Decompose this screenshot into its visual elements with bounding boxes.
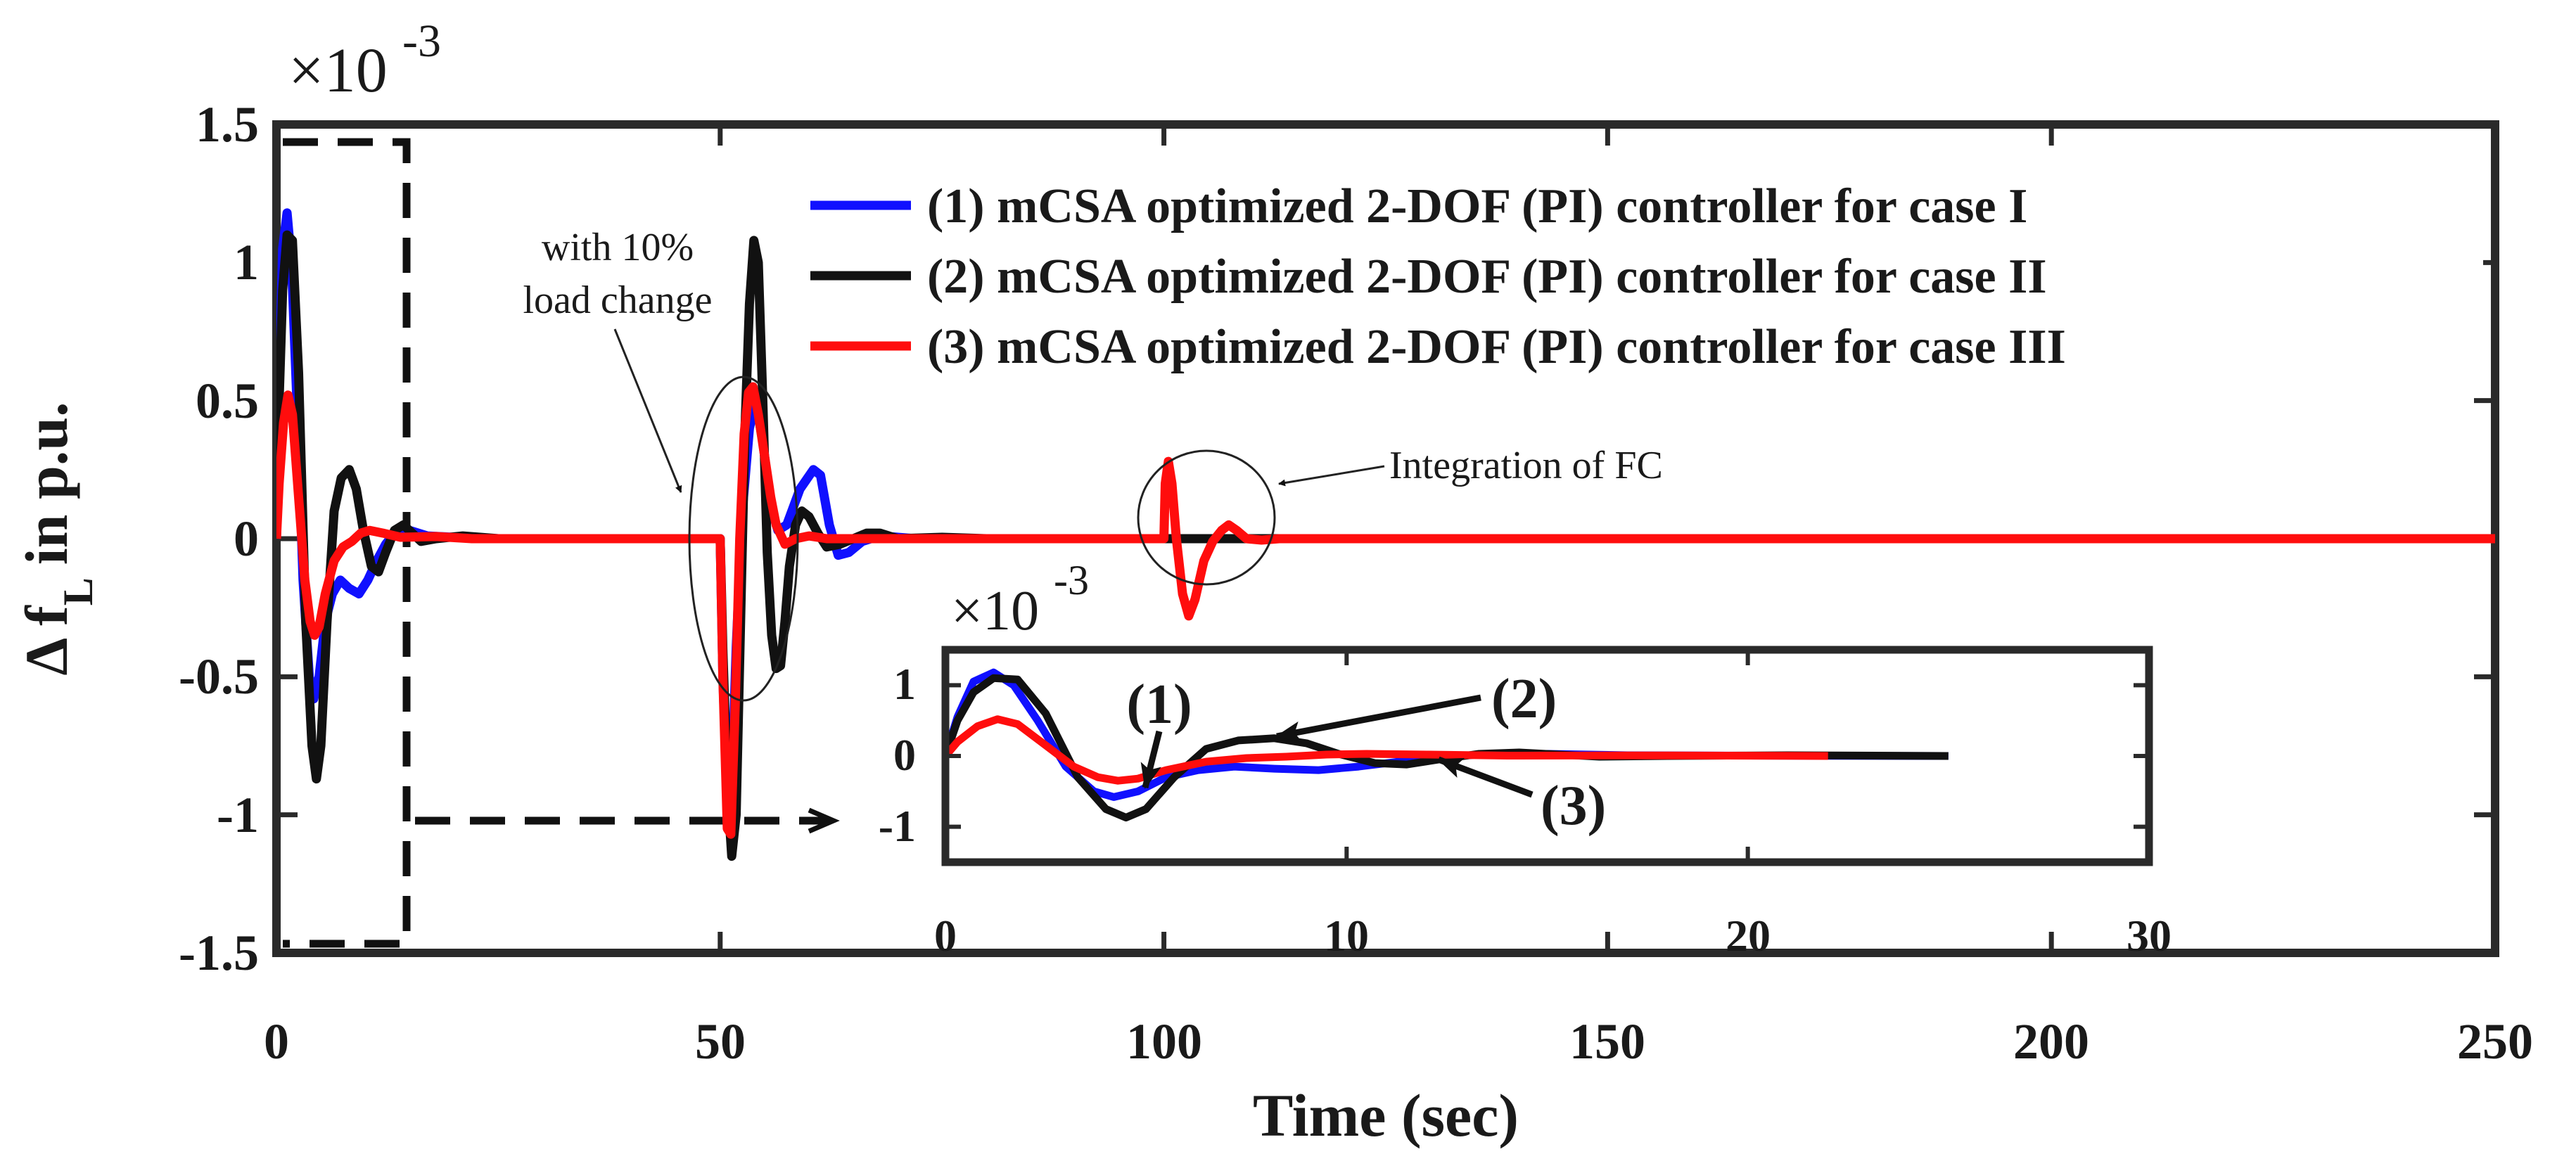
inset-x-tick-label: 20 — [1726, 911, 1771, 961]
legend: (1) mCSA optimized 2-DOF (PI) controller… — [788, 163, 2483, 374]
main-y-tick-labels: 1.5 1 0.5 0 -0.5 -1 -1.5 — [179, 96, 259, 981]
y-label-main: Δ f — [13, 605, 80, 676]
inset-callout-1: (1) — [1126, 674, 1192, 736]
x-tick-label: 200 — [2013, 1013, 2089, 1070]
y-label-suffix: in p.u. — [13, 402, 80, 565]
svg-text:Δ fLin p.u.: Δ fLin p.u. — [13, 402, 101, 675]
y-multiplier-exp: -3 — [402, 15, 441, 67]
inset-callout-3: (3) — [1541, 775, 1606, 837]
main-plot-area — [276, 208, 2495, 861]
y-tick-label: 1 — [234, 234, 259, 290]
load-change-text-1: with 10% — [542, 226, 694, 269]
y-tick-label: -1 — [217, 787, 259, 843]
x-tick-label: 50 — [695, 1013, 746, 1070]
legend-label-case-2: (2) mCSA optimized 2-DOF (PI) controller… — [927, 250, 2047, 304]
callout-arrow-3 — [1437, 756, 1534, 798]
fc-arrow — [1278, 465, 1385, 487]
inset-axis-ticks — [943, 650, 2151, 862]
y-label-sub: L — [55, 577, 101, 605]
inset-y-tick-label: 0 — [893, 730, 916, 780]
legend-label-case-1: (1) mCSA optimized 2-DOF (PI) controller… — [927, 179, 2027, 233]
inset-multiplier-base: ×10 — [951, 580, 1039, 642]
fc-ellipse — [1137, 449, 1276, 586]
zoom-arrow-head — [808, 807, 840, 834]
y-multiplier-base: ×10 — [288, 36, 388, 105]
inset-x-tick-label: 30 — [2127, 911, 2172, 961]
load-change-ellipse — [688, 376, 799, 702]
y-axis-label: Δ fLin p.u. — [13, 402, 101, 675]
fc-annotation-text: Integration of FC — [1389, 444, 1663, 487]
y-tick-label: -1.5 — [179, 925, 259, 981]
x-tick-label: 0 — [264, 1013, 289, 1070]
callout-arrow-2 — [1275, 694, 1481, 743]
inset-multiplier-exp: -3 — [1054, 557, 1089, 603]
zoom-box — [283, 138, 411, 948]
legend-background — [788, 163, 2483, 374]
x-tick-label: 100 — [1126, 1013, 1202, 1070]
y-tick-label: -0.5 — [179, 648, 259, 705]
inset-chart: 0 10 20 30 1 0 -1 ×10 -3 (1) (2) (3) — [879, 557, 2172, 961]
main-x-tick-labels: 0 50 100 150 200 250 — [264, 1013, 2533, 1070]
y-tick-label: 0.5 — [196, 373, 259, 429]
series-line-case-3 — [276, 382, 2495, 839]
inset-y-tick-label: -1 — [879, 801, 916, 851]
inset-callout-2: (2) — [1491, 668, 1557, 730]
load-change-arrow — [613, 328, 682, 493]
callout-arrow-1 — [1140, 730, 1163, 789]
inset-y-tick-label: 1 — [893, 659, 916, 709]
y-tick-label: 1.5 — [196, 96, 259, 153]
y-tick-label: 0 — [234, 511, 259, 567]
x-axis-label: Time (sec) — [1253, 1082, 1519, 1149]
legend-label-case-3: (3) mCSA optimized 2-DOF (PI) controller… — [927, 320, 2066, 374]
x-tick-label: 150 — [1569, 1013, 1645, 1070]
x-tick-label: 250 — [2457, 1013, 2533, 1070]
inset-x-tick-label: 0 — [934, 911, 957, 961]
zoom-region — [283, 138, 840, 948]
load-change-text-2: load change — [523, 278, 713, 322]
inset-x-tick-label: 10 — [1324, 911, 1369, 961]
y-multiplier: ×10 -3 — [288, 15, 441, 105]
